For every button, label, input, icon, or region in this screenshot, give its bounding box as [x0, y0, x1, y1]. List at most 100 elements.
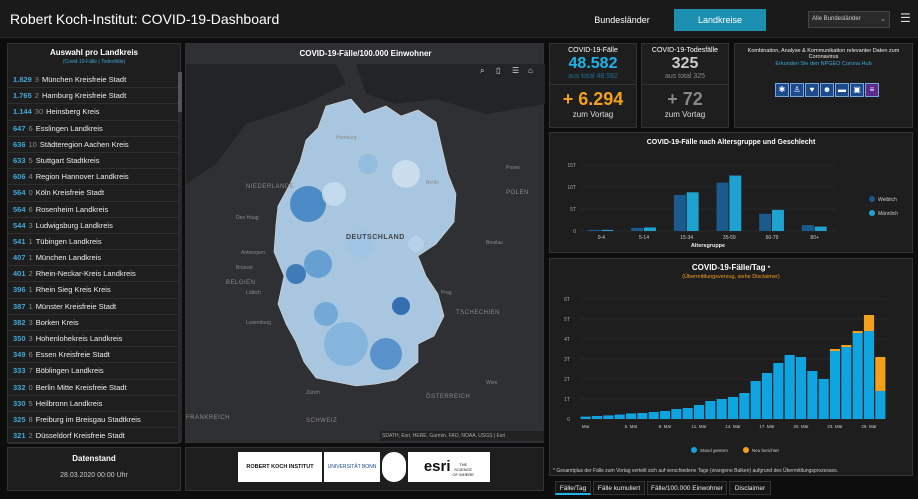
- district-region[interactable]: [324, 322, 368, 366]
- list-item[interactable]: 1.144 30 Heinsberg Kreis: [8, 104, 178, 121]
- daily-bar-stand[interactable]: [659, 411, 671, 419]
- map-canvas[interactable]: DEUTSCHLAND NIEDERLANDE BELGIEN ÖSTERREICH T…: [186, 44, 545, 444]
- district-region[interactable]: [290, 186, 326, 222]
- daily-bar-stand[interactable]: [784, 355, 795, 419]
- list-item[interactable]: 1.829 3 München Kreisfreie Stadt: [8, 72, 178, 89]
- esri-logo[interactable]: esri THE SCIENCE OF WHERE: [408, 452, 490, 482]
- search-icon[interactable]: ⌕: [480, 66, 485, 75]
- mask-icon[interactable]: ☻: [820, 83, 834, 97]
- health-icon[interactable]: ♥: [805, 83, 819, 97]
- district-region[interactable]: [322, 182, 346, 206]
- district-region[interactable]: [347, 230, 375, 258]
- list-item[interactable]: 349 6 Essen Kreisfreie Stadt: [8, 347, 178, 364]
- daily-bar-stand[interactable]: [773, 363, 784, 419]
- person-icon[interactable]: ♙: [790, 83, 804, 97]
- list-item[interactable]: 1.765 2 Hamburg Kreisfreie Stadt: [8, 88, 178, 105]
- daily-bar-stand[interactable]: [727, 397, 739, 419]
- list-item[interactable]: 325 8 Freiburg im Breisgau Stadtkreis: [8, 412, 178, 429]
- bundesland-select[interactable]: Alle Bundesländer ⌄: [808, 11, 890, 28]
- age-bar[interactable]: [631, 227, 644, 231]
- daily-bar-stand[interactable]: [648, 412, 659, 419]
- daily-bar-stand[interactable]: [580, 416, 591, 419]
- list-item[interactable]: 321 2 Düsseldorf Kreisfreie Stadt: [8, 428, 178, 445]
- list-item[interactable]: 350 3 Hohenlohekreis Landkreis: [8, 331, 178, 348]
- tab-faelle-kumuliert[interactable]: Fälle kumuliert: [593, 481, 645, 495]
- rki-logo[interactable]: ROBERT KOCH INSTITUT: [238, 452, 322, 482]
- list-item[interactable]: 606 4 Region Hannover Landkreis: [8, 169, 178, 186]
- age-bar[interactable]: [772, 209, 784, 231]
- tab-faelle-100k[interactable]: Fälle/100.000 Einwohner: [647, 481, 727, 495]
- document-icon[interactable]: ≡: [865, 83, 879, 97]
- list-item[interactable]: 330 5 Heilbronn Landkreis: [8, 396, 178, 412]
- daily-bar-stand[interactable]: [716, 399, 727, 419]
- daily-bar-stand[interactable]: [637, 413, 648, 419]
- district-region[interactable]: [370, 338, 402, 370]
- daily-bar-stand[interactable]: [671, 409, 682, 419]
- daily-bar-stand[interactable]: [614, 414, 625, 419]
- district-region[interactable]: [314, 302, 338, 326]
- age-bar[interactable]: [729, 175, 742, 231]
- list-item[interactable]: 387 1 Münster Kreisfreie Stadt: [8, 299, 178, 315]
- district-region[interactable]: [408, 236, 424, 252]
- daily-bar-stand[interactable]: [875, 391, 886, 419]
- district-region[interactable]: [304, 250, 332, 278]
- age-bar[interactable]: [716, 182, 729, 231]
- list-item[interactable]: 407 1 München Landkreis: [8, 250, 178, 267]
- daily-bar-stand[interactable]: [739, 393, 750, 419]
- virus-icon[interactable]: ✱: [775, 83, 789, 97]
- tab-faelle-tag[interactable]: Fälle/Tag: [555, 481, 591, 495]
- daily-bar-neu[interactable]: [863, 315, 875, 331]
- age-bar[interactable]: [759, 213, 772, 231]
- daily-bar-stand[interactable]: [807, 371, 818, 419]
- hamburger-icon[interactable]: ☰: [900, 11, 911, 25]
- bed-icon[interactable]: ▬: [835, 83, 849, 97]
- district-region[interactable]: [286, 264, 306, 284]
- daily-bar-neu[interactable]: [829, 349, 841, 351]
- age-bar[interactable]: [644, 227, 656, 231]
- daily-bar-stand[interactable]: [591, 416, 603, 419]
- list-item[interactable]: 396 1 Rhein Sieg Kreis Kreis: [8, 282, 178, 299]
- list-scrollbar[interactable]: [178, 72, 182, 442]
- district-region[interactable]: [358, 154, 378, 174]
- uni-bonn-logo[interactable]: UNIVERSITÄT BONN: [324, 452, 380, 482]
- list-item[interactable]: 636 10 Städteregion Aachen Kreis: [8, 137, 178, 153]
- daily-bar-stand[interactable]: [818, 379, 829, 419]
- home-icon[interactable]: ⌂: [528, 66, 533, 75]
- age-bar[interactable]: [673, 194, 686, 231]
- daily-bar-stand[interactable]: [603, 415, 614, 419]
- daily-bar-stand[interactable]: [705, 401, 716, 419]
- daily-bar-stand[interactable]: [625, 413, 637, 419]
- map-panel[interactable]: COVID-19-Fälle/100.000 Einwohner DEUTSCH…: [185, 43, 545, 444]
- tab-disclaimer[interactable]: Disclaimer: [729, 481, 771, 495]
- list-scrollbar-thumb[interactable]: [178, 72, 182, 112]
- age-bar[interactable]: [814, 226, 827, 231]
- tab-landkreise[interactable]: Landkreise: [674, 9, 766, 31]
- daily-bar-neu[interactable]: [852, 331, 863, 333]
- age-bar[interactable]: [686, 192, 699, 231]
- daily-bar-stand[interactable]: [829, 351, 841, 419]
- daily-bar-neu[interactable]: [875, 357, 886, 391]
- layers-icon[interactable]: ☰: [512, 66, 520, 75]
- daily-bar-stand[interactable]: [863, 331, 875, 419]
- bookmark-icon[interactable]: ▯: [496, 66, 501, 75]
- list-item[interactable]: 333 7 Böblingen Landkreis: [8, 363, 178, 380]
- list-item[interactable]: 382 3 Borken Kreis: [8, 315, 178, 331]
- age-bar[interactable]: [601, 229, 614, 231]
- daily-bar-stand[interactable]: [795, 357, 807, 419]
- daily-bar-stand[interactable]: [750, 381, 761, 419]
- list-item[interactable]: 633 5 Stuttgart Stadtkreis: [8, 153, 178, 170]
- district-region[interactable]: [392, 160, 420, 188]
- list-item[interactable]: 541 1 Tübingen Landkreis: [8, 234, 178, 251]
- list-item[interactable]: 544 3 Ludwigsburg Landkreis: [8, 218, 178, 234]
- age-bar[interactable]: [801, 225, 814, 231]
- daily-bar-stand[interactable]: [693, 405, 705, 419]
- tab-bundeslaender[interactable]: Bundesländer: [594, 15, 650, 25]
- npgeo-hub-link[interactable]: Erkunden Sie den NPGEO Corona Hub: [775, 61, 872, 67]
- daily-bar-stand[interactable]: [761, 373, 773, 419]
- list-item[interactable]: 564 6 Rosenheim Landkreis: [8, 202, 178, 218]
- daily-bar-stand[interactable]: [841, 347, 852, 419]
- car-icon[interactable]: ▣: [850, 83, 864, 97]
- daily-bar-neu[interactable]: [841, 345, 852, 347]
- list-item[interactable]: 564 0 Köln Kreisfreie Stadt: [8, 185, 178, 202]
- age-bar[interactable]: [588, 229, 601, 231]
